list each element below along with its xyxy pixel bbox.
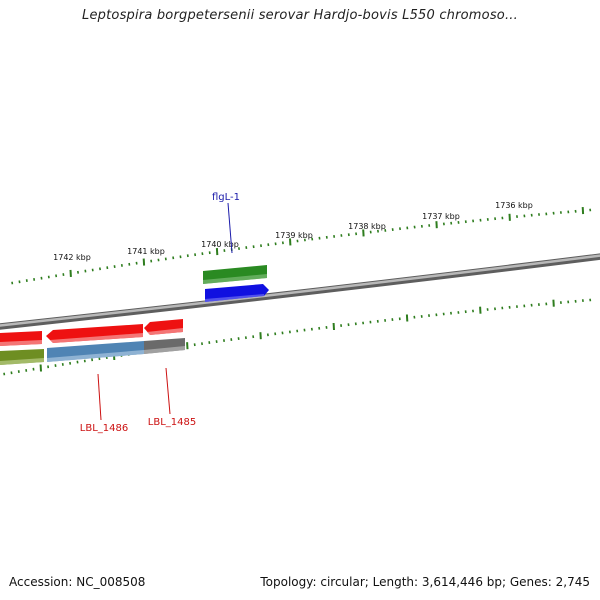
gene-flgL-1-shade (205, 294, 264, 302)
tick-label: 1737 kbp (422, 212, 460, 221)
feature-track-forward (203, 265, 269, 302)
tick-row-upper (11, 207, 592, 285)
chromosome-backbone-highlight (0, 254, 600, 327)
tick-row-lower (3, 298, 592, 376)
gene-label-flgL-1[interactable]: flgL-1 (212, 192, 240, 203)
callout-line-flgL-1 (227, 202, 233, 254)
tick-label: 1739 kbp (275, 231, 313, 240)
tick-label: 1738 kbp (348, 222, 386, 231)
tick-label: 1742 kbp (53, 253, 91, 262)
gene-flgL-1-arrow[interactable] (205, 284, 269, 302)
gene-feature-red-left-shade (0, 340, 42, 346)
gene-label-LBL_1486[interactable]: LBL_1486 (80, 423, 128, 434)
gene-feature-red-middle-shade (50, 333, 143, 343)
genome-stats-text: Topology: circular; Length: 3,614,446 bp… (260, 575, 590, 589)
tick-label: 1740 kbp (201, 240, 239, 249)
gene-LBL_1486-shade (47, 350, 144, 362)
gene-feature-olive-shade (0, 358, 44, 365)
tick-label: 1736 kbp (495, 201, 533, 210)
tick-label-group: 1742 kbp 1741 kbp 1740 kbp 1739 kbp 1738… (53, 201, 533, 262)
gene-LBL_1485-shade (144, 346, 185, 354)
gene-feature-green-shade (203, 274, 267, 284)
gene-feature-red-right-shade (147, 328, 183, 335)
map-title: Leptospira borgpetersenii serovar Hardjo… (82, 8, 518, 23)
callout-line-LBL_1486 (97, 373, 102, 421)
feature-track-reverse (0, 319, 185, 365)
tick-label: 1741 kbp (127, 247, 165, 256)
accession-text: Accession: NC_008508 (9, 575, 146, 589)
callout-line-LBL_1485 (165, 367, 171, 415)
gene-label-LBL_1485[interactable]: LBL_1485 (148, 417, 196, 428)
gene-labels: flgL-1 LBL_1486 LBL_1485 (80, 192, 240, 434)
